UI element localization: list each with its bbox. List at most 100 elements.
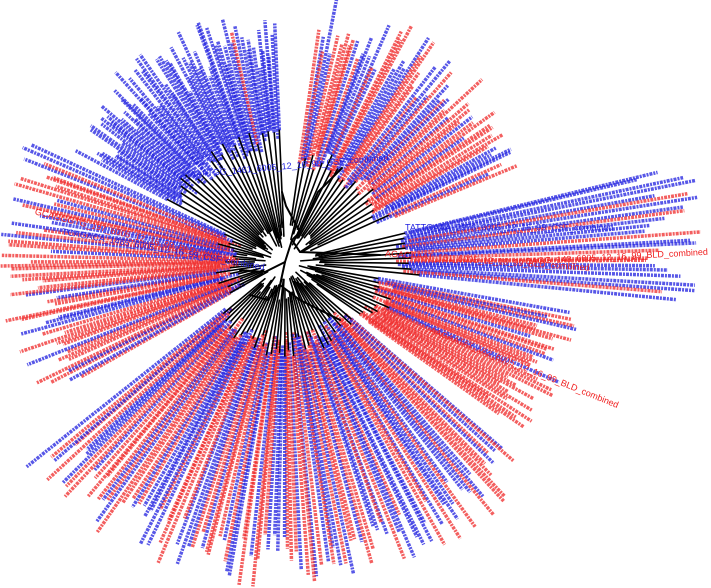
ray <box>299 252 412 262</box>
ray <box>304 331 375 550</box>
ray <box>377 276 570 315</box>
ray <box>404 170 658 235</box>
ray <box>195 24 241 139</box>
ray <box>196 22 249 158</box>
ray <box>338 324 472 476</box>
ray <box>229 270 269 294</box>
ray <box>155 105 211 172</box>
ray <box>46 270 227 304</box>
ray <box>240 37 263 136</box>
ray <box>377 280 575 328</box>
ray <box>289 277 310 346</box>
ray <box>373 125 494 206</box>
ray <box>138 53 217 163</box>
ray <box>169 46 225 146</box>
ray <box>327 55 372 155</box>
ray <box>51 175 225 242</box>
ray <box>50 212 230 253</box>
ray <box>290 356 311 576</box>
ray <box>135 57 214 163</box>
ray <box>166 198 257 248</box>
ray <box>376 288 532 339</box>
ray <box>180 185 269 250</box>
ray <box>10 261 225 271</box>
ray <box>373 304 554 398</box>
ray <box>234 144 273 232</box>
ray <box>227 270 265 288</box>
ray <box>390 147 512 211</box>
ray <box>373 133 493 209</box>
ray <box>306 274 373 314</box>
ray <box>248 150 278 239</box>
ray <box>30 143 226 236</box>
ray <box>56 277 237 346</box>
ray <box>263 341 281 535</box>
ray <box>336 68 396 170</box>
ray <box>176 31 233 146</box>
ray <box>210 151 265 231</box>
ray <box>309 336 380 531</box>
ray <box>182 336 258 520</box>
ray <box>158 55 225 161</box>
ray <box>223 354 269 562</box>
ray <box>303 347 353 542</box>
ray <box>211 178 264 238</box>
ray <box>366 121 475 203</box>
ray <box>371 144 489 215</box>
ray <box>14 182 231 248</box>
ray <box>8 242 237 261</box>
ray <box>229 269 248 275</box>
ray <box>233 276 276 339</box>
ray <box>406 175 684 238</box>
ray <box>239 269 265 280</box>
ray <box>370 124 491 206</box>
ray <box>339 322 505 503</box>
ray <box>100 116 199 195</box>
ray <box>130 339 238 509</box>
ray <box>115 153 183 198</box>
ray <box>133 68 205 159</box>
ray <box>291 332 324 565</box>
ray <box>404 216 665 250</box>
ray <box>395 205 684 249</box>
ray <box>68 284 232 361</box>
ray <box>373 315 508 401</box>
ray <box>314 270 378 291</box>
ray <box>248 132 281 244</box>
ray <box>298 265 380 288</box>
ray <box>291 355 317 582</box>
ray <box>330 329 455 505</box>
ray <box>296 297 312 338</box>
ray <box>308 351 364 543</box>
ray <box>341 71 421 182</box>
ray <box>236 253 248 257</box>
ray <box>371 150 512 221</box>
ray <box>318 242 406 258</box>
ray <box>310 328 406 560</box>
branches <box>166 129 420 357</box>
ray <box>106 115 194 188</box>
ray <box>147 112 197 166</box>
ray <box>139 97 214 181</box>
ray <box>305 350 357 540</box>
ray <box>50 311 225 459</box>
ray <box>351 84 415 170</box>
ray <box>229 264 254 269</box>
ray <box>10 262 235 279</box>
ray <box>8 239 220 259</box>
ray <box>231 150 272 233</box>
ray <box>311 278 364 313</box>
ray <box>371 153 493 219</box>
ray <box>222 45 251 135</box>
ray <box>117 149 183 195</box>
ray <box>204 27 251 154</box>
ray <box>21 145 227 238</box>
ray <box>267 55 277 130</box>
ray <box>25 307 227 469</box>
ray <box>221 143 278 247</box>
ray <box>229 291 261 329</box>
ray <box>408 261 655 268</box>
ray <box>311 43 344 157</box>
ray <box>328 38 403 176</box>
ray <box>305 35 340 168</box>
